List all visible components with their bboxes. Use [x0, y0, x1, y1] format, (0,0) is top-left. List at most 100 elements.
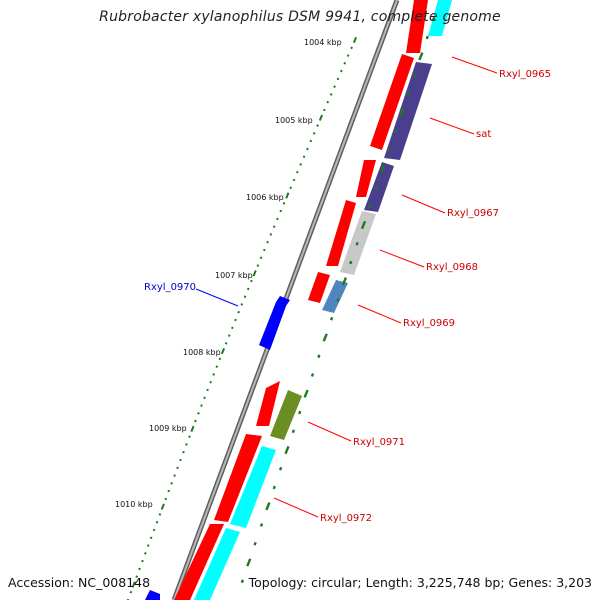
minor-tick: [312, 132, 316, 135]
scale-label: 1008 kbp: [183, 348, 221, 357]
inner-tick: [329, 316, 334, 321]
minor-tick: [316, 124, 319, 127]
cyan-feature[interactable]: [428, 0, 452, 36]
inner-tick: [355, 241, 359, 246]
scale-label: 1006 kbp: [246, 193, 284, 202]
navy-feature[interactable]: [384, 62, 432, 160]
minor-tick: [158, 513, 162, 516]
minor-tick: [340, 69, 343, 73]
scale-label: 1010 kbp: [115, 500, 153, 509]
minor-tick: [206, 388, 209, 392]
minor-tick: [256, 264, 260, 267]
cyan-feature[interactable]: [230, 446, 276, 528]
minor-tick: [350, 46, 353, 50]
inner-tick: [418, 52, 424, 61]
gene-label-rxyl-0972[interactable]: Rxyl_0972: [320, 513, 372, 524]
minor-tick: [149, 536, 153, 540]
minor-tick: [336, 77, 340, 81]
scale-labels: 1004 kbp 1005 kbp 1006 kbp 1007 kbp 1008…: [115, 38, 342, 509]
inner-tick: [265, 502, 271, 511]
gene-label-rxyl-0967[interactable]: Rxyl_0967: [447, 208, 499, 219]
leader-line: [273, 497, 319, 518]
minor-tick: [179, 458, 182, 462]
gene-label-rxyl-0968[interactable]: Rxyl_0968: [426, 262, 478, 273]
leader-line: [451, 56, 498, 74]
leader-line: [401, 194, 446, 214]
topology-summary: Topology: circular; Length: 3,225,748 bp…: [248, 575, 592, 590]
feature-track-outer: [194, 0, 452, 600]
inner-tick: [298, 410, 302, 415]
minor-tick: [215, 365, 219, 368]
cyan-feature[interactable]: [194, 528, 240, 600]
minor-tick: [209, 380, 212, 384]
inner-tick: [393, 129, 398, 134]
inner-tick: [253, 541, 257, 546]
inner-tick: [387, 148, 391, 152]
gene-label-rxyl-0970[interactable]: Rxyl_0970: [144, 282, 196, 293]
minor-tick: [138, 567, 141, 571]
gene-label-rxyl-0965[interactable]: Rxyl_0965: [499, 69, 551, 80]
gene-label-rxyl-0969[interactable]: Rxyl_0969: [403, 318, 455, 329]
minor-tick: [243, 295, 247, 298]
inner-tick: [368, 204, 372, 209]
inner-tick: [349, 260, 353, 265]
scale-label: 1004 kbp: [304, 38, 342, 47]
feature-track-forward: [145, 296, 290, 600]
minor-tick: [263, 248, 266, 252]
major-tick: [220, 347, 226, 355]
cds-feature[interactable]: [356, 160, 376, 197]
inner-tick: [336, 298, 340, 302]
forward-gene[interactable]: [145, 590, 160, 600]
minor-tick: [296, 170, 299, 174]
minor-tick: [272, 225, 276, 228]
minor-tick: [176, 466, 179, 470]
minor-tick: [188, 435, 191, 438]
cds-feature[interactable]: [406, 0, 428, 53]
inner-tick: [259, 523, 264, 527]
minor-tick: [302, 155, 306, 158]
major-tick: [285, 192, 290, 199]
major-tick: [252, 270, 257, 277]
minor-tick: [185, 443, 188, 446]
inner-tick: [284, 445, 290, 455]
minor-tick: [250, 279, 253, 283]
cds-feature[interactable]: [174, 524, 224, 600]
inner-tick: [431, 16, 436, 21]
minor-tick: [323, 108, 326, 112]
minor-tick: [292, 178, 296, 182]
minor-tick: [129, 590, 133, 594]
cds-feature[interactable]: [308, 272, 330, 303]
accession-text: Accession: NC_008148: [8, 575, 151, 590]
gene-label-rxyl-0971[interactable]: Rxyl_0971: [353, 437, 405, 448]
minor-tick: [197, 412, 200, 415]
minor-tick: [269, 233, 273, 236]
cds-feature[interactable]: [214, 434, 262, 522]
inner-tick: [399, 108, 405, 117]
minor-tick: [144, 552, 147, 555]
steelblue-feature[interactable]: [322, 280, 348, 313]
inner-tick: [278, 466, 283, 471]
forward-gene[interactable]: [259, 296, 290, 350]
minor-tick: [282, 202, 286, 205]
cds-feature[interactable]: [256, 381, 280, 426]
inner-tick: [246, 558, 252, 567]
cds-feature[interactable]: [326, 200, 356, 266]
minor-tick: [299, 163, 303, 166]
minor-tick: [237, 310, 240, 314]
minor-tick: [182, 450, 185, 454]
inner-tick: [406, 91, 410, 96]
inner-tick: [374, 185, 378, 190]
major-tick: [160, 503, 165, 510]
inner-tick: [341, 277, 347, 286]
inner-tick: [412, 73, 417, 77]
minor-tick: [333, 85, 336, 88]
cds-feature[interactable]: [370, 54, 414, 150]
major-tick: [352, 36, 358, 44]
minor-tick: [343, 62, 347, 65]
minor-tick: [152, 528, 156, 532]
gene-label-sat[interactable]: sat: [476, 129, 491, 140]
olive-feature[interactable]: [270, 390, 302, 440]
minor-tick: [164, 497, 168, 501]
navy-feature[interactable]: [364, 162, 394, 212]
minor-tick: [212, 373, 216, 376]
